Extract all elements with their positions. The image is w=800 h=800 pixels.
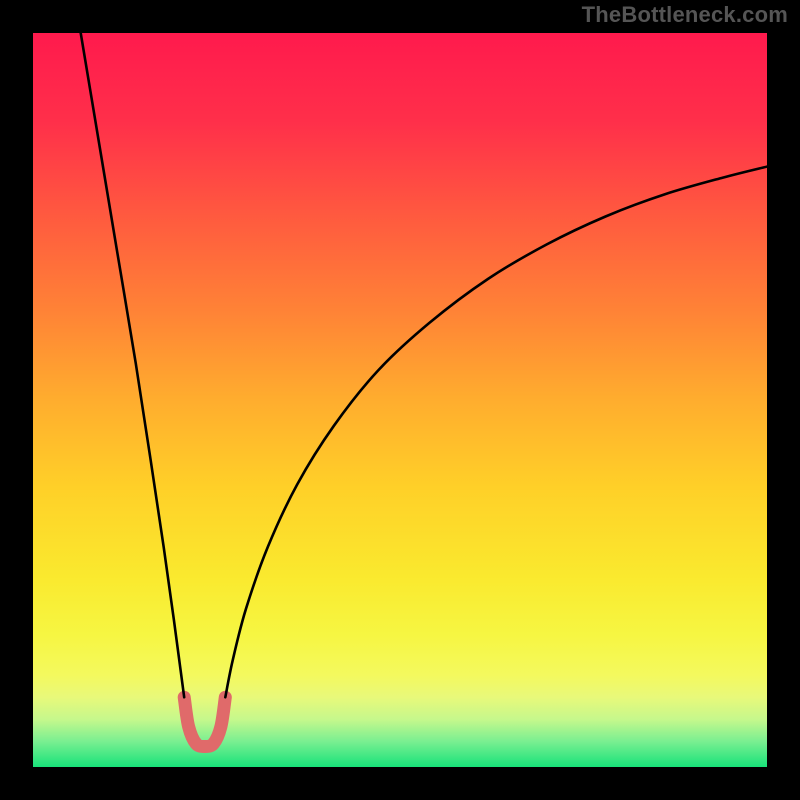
- watermark-text: TheBottleneck.com: [582, 2, 788, 28]
- bottleneck-chart: [33, 33, 767, 767]
- outer-frame: TheBottleneck.com: [0, 0, 800, 800]
- plot-area: [33, 33, 767, 767]
- gradient-backdrop: [33, 33, 767, 767]
